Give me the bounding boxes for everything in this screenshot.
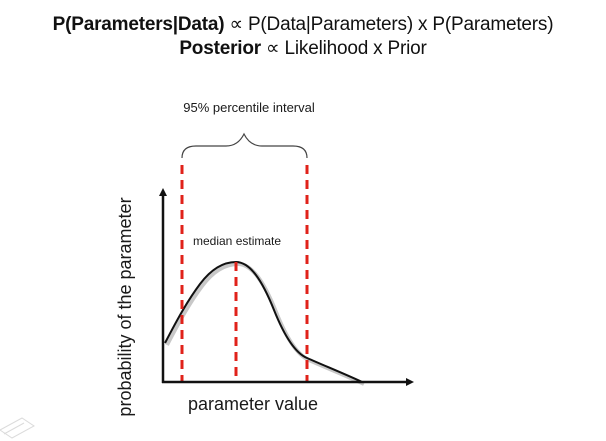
interval-label: 95% percentile interval bbox=[183, 100, 315, 115]
formula-likelihood-prior-words: Likelihood x Prior bbox=[284, 38, 427, 59]
decorative-corner-graphic bbox=[0, 417, 35, 439]
formula-line-named: Posterior ∝ Likelihood x Prior bbox=[0, 38, 606, 60]
formula-line-general: P(Parameters|Data) ∝ P(Data|Parameters) … bbox=[0, 14, 606, 36]
median-label: median estimate bbox=[193, 234, 281, 248]
formula-posterior-word: Posterior bbox=[179, 38, 261, 59]
formula-likelihood-prior-terms: P(Data|Parameters) x P(Parameters) bbox=[247, 14, 554, 35]
posterior-curve bbox=[164, 260, 363, 383]
proportional-symbol: ∝ bbox=[229, 14, 243, 35]
y-axis-label: probability of the parameter bbox=[115, 197, 135, 416]
curve-shadow bbox=[165, 261, 365, 386]
x-axis-label: parameter value bbox=[188, 394, 318, 414]
proportional-symbol: ∝ bbox=[266, 38, 280, 59]
formula-posterior-term: P(Parameters|Data) bbox=[52, 14, 225, 35]
interval-brace bbox=[181, 132, 308, 159]
